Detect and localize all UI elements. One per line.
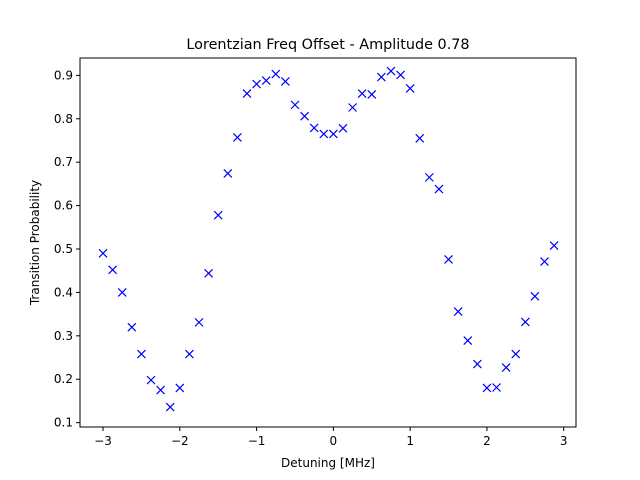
x-tick-label: 2 — [483, 434, 491, 448]
data-point — [146, 375, 156, 385]
x-tick-label: −2 — [171, 434, 189, 448]
data-point — [290, 100, 300, 110]
x-tick-label: 0 — [330, 434, 338, 448]
data-point — [453, 307, 463, 316]
y-tick-label: 0.9 — [54, 68, 73, 82]
x-tick-label: 1 — [406, 434, 414, 448]
data-point — [530, 291, 540, 301]
data-point — [396, 70, 405, 80]
data-point — [165, 402, 175, 412]
data-point — [300, 111, 310, 121]
data-point — [444, 255, 453, 264]
y-tick-label: 0.4 — [54, 285, 73, 299]
data-point — [204, 268, 214, 278]
data-point — [242, 89, 252, 99]
data-point — [492, 383, 501, 392]
y-tick-label: 0.6 — [54, 199, 73, 213]
data-point — [338, 123, 348, 133]
x-tick-label: −1 — [248, 434, 266, 448]
data-point — [223, 169, 233, 178]
data-point — [367, 90, 377, 99]
data-point — [271, 69, 281, 79]
y-tick-label: 0.5 — [54, 242, 73, 256]
x-tick-label: −3 — [94, 434, 112, 448]
plot-area — [79, 57, 577, 428]
data-point — [511, 349, 521, 359]
data-point — [108, 265, 118, 275]
data-point — [540, 257, 549, 267]
data-point — [175, 383, 185, 393]
data-point — [463, 336, 473, 346]
x-tick-label: 3 — [560, 434, 568, 448]
axes-frame — [79, 57, 577, 428]
y-tick-label: 0.7 — [54, 155, 73, 169]
data-point — [136, 349, 146, 359]
data-point — [415, 133, 425, 143]
data-point — [424, 172, 434, 182]
data-point — [261, 76, 271, 85]
x-axis: −3 −2 −1 0 1 2 3 — [94, 427, 568, 448]
y-tick-label: 0.1 — [54, 416, 73, 430]
data-point — [348, 103, 357, 112]
y-axis: 0.1 0.2 0.3 0.4 0.5 0.6 0.7 0.8 0.9 — [54, 68, 80, 430]
data-point — [184, 349, 194, 359]
chart-title: Lorentzian Freq Offset - Amplitude 0.78 — [186, 37, 469, 53]
data-point — [252, 79, 262, 89]
data-point — [280, 77, 290, 86]
data-point — [156, 385, 166, 395]
data-point — [117, 287, 127, 297]
data-point — [357, 89, 367, 99]
data-point — [501, 363, 511, 372]
data-point — [328, 129, 338, 139]
x-axis-label: Detuning [MHz] — [281, 456, 375, 470]
data-point — [232, 133, 242, 142]
y-tick-label: 0.3 — [54, 329, 73, 343]
data-point — [213, 210, 223, 220]
data-point — [386, 66, 396, 76]
data-point — [472, 359, 482, 369]
y-axis-label: Transition Probability — [28, 180, 42, 306]
data-point — [319, 129, 329, 139]
data-point — [434, 184, 444, 194]
data-point — [309, 123, 319, 133]
y-tick-label: 0.8 — [54, 112, 73, 126]
data-point — [376, 72, 386, 82]
data-point — [194, 317, 204, 327]
data-point — [520, 317, 530, 327]
y-tick-label: 0.2 — [54, 372, 73, 386]
data-point — [405, 83, 415, 93]
data-point — [549, 241, 559, 250]
data-point — [127, 322, 137, 332]
data-point — [98, 248, 108, 258]
data-point — [482, 383, 492, 393]
data-series — [98, 66, 559, 412]
